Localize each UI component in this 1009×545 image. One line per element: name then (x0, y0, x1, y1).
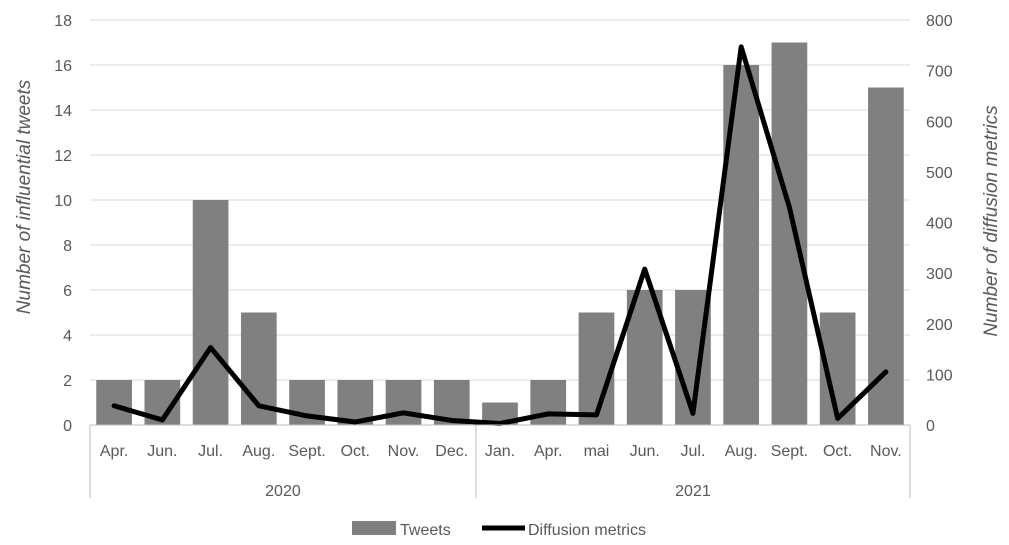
line-point (354, 421, 356, 423)
legend-label-tweets: Tweets (400, 522, 451, 539)
line-point (113, 405, 115, 407)
x-tick-label: mai (584, 443, 610, 460)
x-tick-label: Aug. (242, 443, 275, 460)
line-point (499, 422, 501, 424)
x-tick-label: Oct. (823, 443, 852, 460)
y2-tick-label: 500 (926, 165, 953, 182)
y2-tick-label: 400 (926, 216, 953, 233)
y2-tick-label: 600 (926, 114, 953, 131)
y-tick-label: 12 (54, 148, 72, 165)
x-tick-label: Apr. (534, 443, 562, 460)
x-tick-label: Jan. (485, 443, 515, 460)
x-tick-label: Sept. (771, 443, 808, 460)
y-tick-label: 2 (63, 373, 72, 390)
line-point (306, 415, 308, 417)
group-label: 2021 (675, 483, 711, 500)
y-tick-label: 16 (54, 58, 72, 75)
x-tick-label: Jun. (147, 443, 177, 460)
x-tick-label: Jul. (198, 443, 223, 460)
x-tick-label: Aug. (725, 443, 758, 460)
y-tick-label: 10 (54, 193, 72, 210)
line-point (547, 413, 549, 415)
group-label: 2020 (265, 483, 301, 500)
bar-tweets (385, 380, 422, 425)
line-point (837, 417, 839, 419)
line-diffusion-metrics (111, 44, 889, 426)
y-tick-label: 6 (63, 283, 72, 300)
legend-swatch-tweets (352, 521, 396, 535)
x-tick-label: Nov. (870, 443, 902, 460)
bar-tweets (868, 87, 904, 425)
y-tick-label: 18 (54, 13, 72, 30)
category-labels: Apr. Jun. Jul. Aug. Sept. Oct. Nov. Dec. Jan. Apr… (100, 443, 902, 460)
x-tick-label: Dec. (435, 443, 468, 460)
bar-tweets (578, 312, 615, 425)
y2-tick-label: 800 (926, 13, 953, 30)
bar-tweets (192, 200, 229, 425)
line-point (644, 268, 646, 270)
x-tick-label: Jun. (630, 443, 660, 460)
y2-tick-label: 300 (926, 266, 953, 283)
line-point (161, 419, 163, 421)
y2-tick-label: 700 (926, 64, 953, 81)
line-point (210, 347, 212, 349)
x-tick-label: Nov. (388, 443, 420, 460)
group-labels: 2020 2021 (265, 483, 711, 500)
y2-tick-label: 200 (926, 317, 953, 334)
line-point (258, 405, 260, 407)
y-tick-label: 14 (54, 103, 72, 120)
line-point (692, 412, 694, 414)
bar-tweets (723, 65, 760, 425)
line-series (111, 44, 889, 426)
bar-series (96, 42, 904, 425)
legend: Tweets Diffusion metrics (352, 521, 646, 539)
y-tick-label: 4 (63, 328, 72, 345)
line-point (403, 412, 405, 414)
bar-tweets (771, 42, 808, 425)
axes (89, 424, 911, 498)
x-tick-label: Sept. (288, 443, 325, 460)
y2-tick-label: 100 (926, 367, 953, 384)
y-axis-title: Number of influential tweets (14, 79, 35, 314)
y-tick-label: 0 (63, 418, 72, 435)
left-axis-ticks: 0 2 4 6 8 10 12 14 16 18 (54, 13, 72, 435)
x-tick-label: Jul. (680, 443, 705, 460)
y2-axis-title: Number of diffusion metrics (981, 105, 1002, 337)
x-tick-label: Oct. (341, 443, 370, 460)
y-tick-label: 8 (63, 238, 72, 255)
line-point (885, 371, 887, 373)
line-point (740, 46, 742, 48)
line-point (788, 206, 790, 208)
legend-label-diffusion: Diffusion metrics (528, 522, 646, 539)
line-point (595, 414, 597, 416)
right-axis-ticks: 0 100 200 300 400 500 600 700 800 (926, 13, 953, 435)
x-tick-label: Apr. (100, 443, 128, 460)
y2-tick-label: 0 (926, 418, 935, 435)
bar-tweets (96, 380, 132, 425)
line-point (451, 419, 453, 421)
